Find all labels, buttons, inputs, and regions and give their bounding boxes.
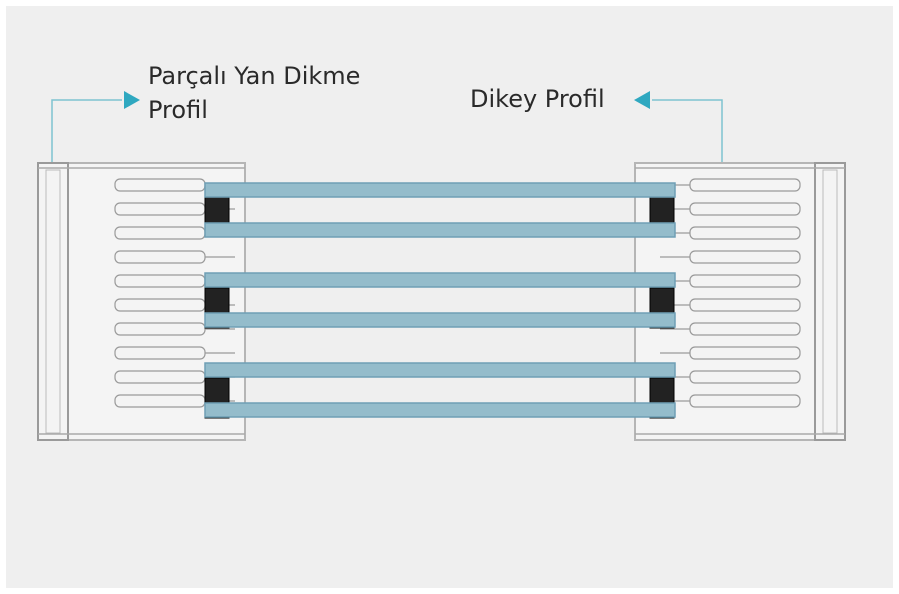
glass-bar (205, 403, 675, 417)
glass-bar (205, 223, 675, 237)
glass-bar (205, 363, 675, 377)
glass-bar (205, 183, 675, 197)
right-label: Dikey Profil (470, 85, 605, 113)
glass-bar (205, 273, 675, 287)
diagram: Parçalı Yan Dikme Profil Dikey Profil (0, 0, 899, 594)
page: Parçalı Yan Dikme Profil Dikey Profil ((… (0, 0, 899, 594)
left-label-line-1: Parçalı Yan Dikme (148, 62, 360, 90)
glass-bar (205, 313, 675, 327)
left-label-line-2: Profil (148, 96, 208, 124)
